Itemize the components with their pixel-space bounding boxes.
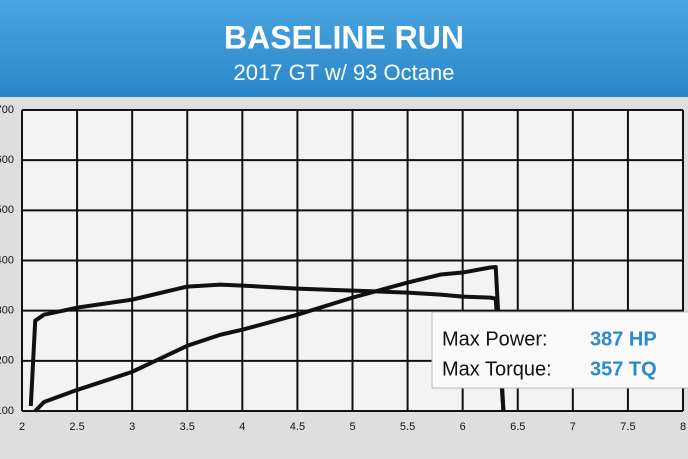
x-tick-label: 6 [460,421,466,433]
x-tick-label: 7.5 [620,421,635,433]
x-tick-label: 8 [680,421,686,433]
y-tick-label: 200 [0,355,14,367]
header [0,0,688,97]
x-tick-label: 6.5 [510,421,525,433]
info-label: Max Torque: [442,358,552,380]
x-tick-label: 3 [129,421,135,433]
y-tick-label: 500 [0,204,14,216]
info-value: 387 HP [590,328,657,350]
x-tick-label: 2 [19,421,25,433]
y-tick-label: 400 [0,254,14,266]
y-tick-label: 600 [0,154,14,166]
x-tick-label: 4.5 [290,421,305,433]
chart-subtitle: 2017 GT w/ 93 Octane [234,60,455,85]
info-box-bg [431,311,688,389]
info-value: 357 TQ [590,358,657,380]
x-tick-label: 5.5 [400,421,415,433]
chart-title: BASELINE RUN [224,19,464,55]
x-tick-label: 4 [239,421,245,433]
x-tick-label: 5 [349,421,355,433]
info-box: Max Power: 387 HP Max Torque: 357 TQ [431,311,688,389]
y-tick-label: 300 [0,305,14,317]
y-tick-label: 100 [0,405,14,417]
data-line [33,265,506,413]
data-line [28,282,506,412]
x-tick-label: 7 [570,421,576,433]
y-tick-label: 700 [0,104,14,116]
x-tick-label: 2.5 [69,421,84,433]
x-tick-label: 3.5 [180,421,195,433]
info-label: Max Power: [442,328,548,350]
lines [28,265,506,413]
